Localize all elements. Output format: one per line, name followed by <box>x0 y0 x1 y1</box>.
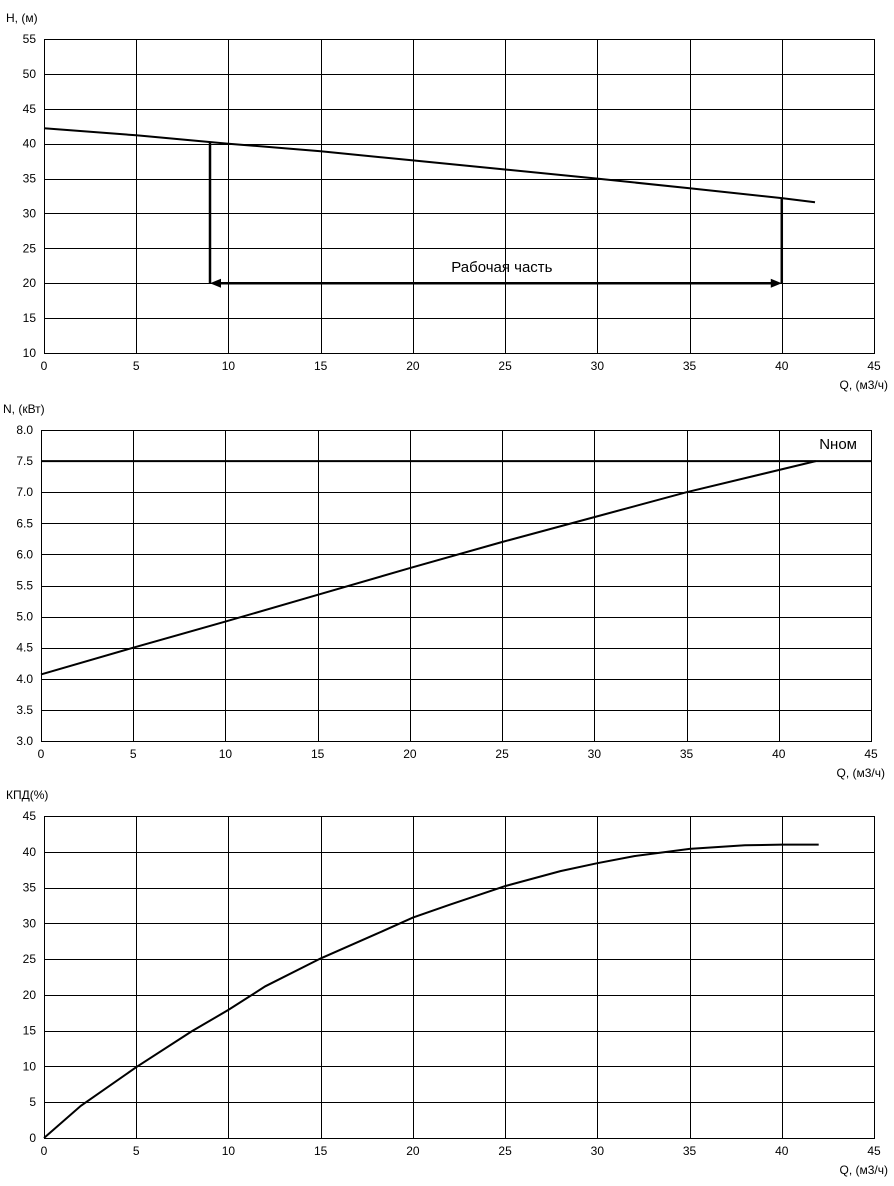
power-y-axis-title: N, (кВт) <box>3 402 45 416</box>
efficiency-x-axis-title: Q, (м3/ч) <box>839 1163 888 1177</box>
head-y-tick-label: 25 <box>23 241 37 255</box>
efficiency-y-tick-label: 40 <box>23 845 37 859</box>
head-y-axis-title: H, (м) <box>6 11 38 25</box>
efficiency-plot-frame <box>44 816 875 1139</box>
efficiency-x-tick-label: 35 <box>683 1144 697 1158</box>
head-x-tick-label: 25 <box>498 359 512 373</box>
power-y-tick-label: 7.0 <box>16 485 33 499</box>
efficiency-x-tick-label: 25 <box>498 1144 512 1158</box>
power-plot-frame <box>41 430 872 742</box>
head-y-tick-label: 35 <box>23 172 37 186</box>
head-x-tick-label: 10 <box>222 359 236 373</box>
power-x-tick-label: 0 <box>38 747 45 761</box>
head-y-tick-label: 30 <box>23 206 37 220</box>
head-range-label: Рабочая часть <box>451 259 552 276</box>
efficiency-x-tick-label: 45 <box>867 1144 881 1158</box>
head-y-tick-label: 40 <box>23 137 37 151</box>
head-y-tick-label: 20 <box>23 276 37 290</box>
efficiency-y-tick-label: 5 <box>29 1095 36 1109</box>
efficiency-x-tick-label: 30 <box>591 1144 605 1158</box>
power-y-tick-label: 3.5 <box>16 703 33 717</box>
power-y-tick-label: 4.5 <box>16 641 33 655</box>
power-y-tick-label: 3.0 <box>16 734 33 748</box>
power-curve <box>40 460 816 676</box>
head-y-tick-label: 45 <box>23 102 37 116</box>
efficiency-chart: 0 5 10 15 20 25 30 35 40 45 0 5 10 15 20 25 30 35 40 45 КПД(… <box>6 788 888 1177</box>
head-x-tick-label: 20 <box>406 359 420 373</box>
efficiency-curve <box>43 843 819 1139</box>
head-chart: 0 5 10 15 20 25 30 35 40 45 10 15 20 25 30 35 40 45 50 55 H,… <box>6 11 888 392</box>
head-y-tick-label: 50 <box>23 67 37 81</box>
power-chart: 0 5 10 15 20 25 30 35 40 45 3.0 3.5 4.0 4.5 5.0 5.5 6.0 6… <box>3 402 885 780</box>
head-range-arrowhead-right <box>770 278 782 288</box>
efficiency-y-tick-label: 25 <box>23 952 37 966</box>
power-x-axis-title: Q, (м3/ч) <box>836 766 885 780</box>
power-y-tick-label: 6.0 <box>16 547 33 561</box>
power-x-tick-label: 35 <box>680 747 694 761</box>
power-y-tick-label: 8.0 <box>16 423 33 437</box>
efficiency-x-tick-label: 40 <box>775 1144 789 1158</box>
efficiency-y-axis-title: КПД(%) <box>6 788 48 802</box>
head-y-tick-label: 10 <box>23 346 37 360</box>
head-x-axis-title: Q, (м3/ч) <box>839 378 888 392</box>
efficiency-y-tick-label: 30 <box>23 916 37 930</box>
efficiency-x-tick-label: 20 <box>406 1144 420 1158</box>
efficiency-y-tick-label: 10 <box>23 1059 37 1073</box>
power-y-tick-label: 5.0 <box>16 610 33 624</box>
head-x-tick-label: 45 <box>867 359 881 373</box>
power-x-tick-label: 30 <box>588 747 602 761</box>
efficiency-x-tick-label: 0 <box>41 1144 48 1158</box>
power-y-tick-label: 5.5 <box>16 579 33 593</box>
head-x-tick-label: 0 <box>41 359 48 373</box>
head-y-tick-label: 15 <box>23 311 37 325</box>
head-x-tick-label: 40 <box>775 359 789 373</box>
power-x-tick-label: 5 <box>130 747 137 761</box>
head-y-tick-label: 55 <box>23 32 37 46</box>
power-x-tick-label: 10 <box>219 747 233 761</box>
efficiency-y-tick-label: 0 <box>29 1131 36 1145</box>
head-x-tick-label: 15 <box>314 359 328 373</box>
efficiency-x-tick-label: 5 <box>133 1144 140 1158</box>
head-x-tick-label: 5 <box>133 359 140 373</box>
power-x-tick-label: 40 <box>772 747 786 761</box>
efficiency-x-tick-label: 10 <box>222 1144 236 1158</box>
power-x-tick-label: 25 <box>495 747 509 761</box>
power-x-tick-label: 45 <box>864 747 878 761</box>
efficiency-y-tick-label: 15 <box>23 1024 37 1038</box>
power-x-tick-label: 20 <box>403 747 417 761</box>
power-x-tick-label: 15 <box>311 747 325 761</box>
head-range-arrowhead-left <box>210 278 221 288</box>
efficiency-y-tick-label: 45 <box>23 809 37 823</box>
power-nominal-label: Nном <box>819 436 857 453</box>
power-y-tick-label: 7.5 <box>16 454 33 468</box>
head-x-tick-label: 35 <box>683 359 697 373</box>
head-curve <box>43 127 816 204</box>
efficiency-x-tick-label: 15 <box>314 1144 328 1158</box>
power-y-tick-label: 4.0 <box>16 672 33 686</box>
head-x-tick-label: 30 <box>591 359 605 373</box>
efficiency-y-tick-label: 35 <box>23 881 37 895</box>
head-plot-frame <box>44 39 875 354</box>
efficiency-y-tick-label: 20 <box>23 988 37 1002</box>
power-y-tick-label: 6.5 <box>16 516 33 530</box>
